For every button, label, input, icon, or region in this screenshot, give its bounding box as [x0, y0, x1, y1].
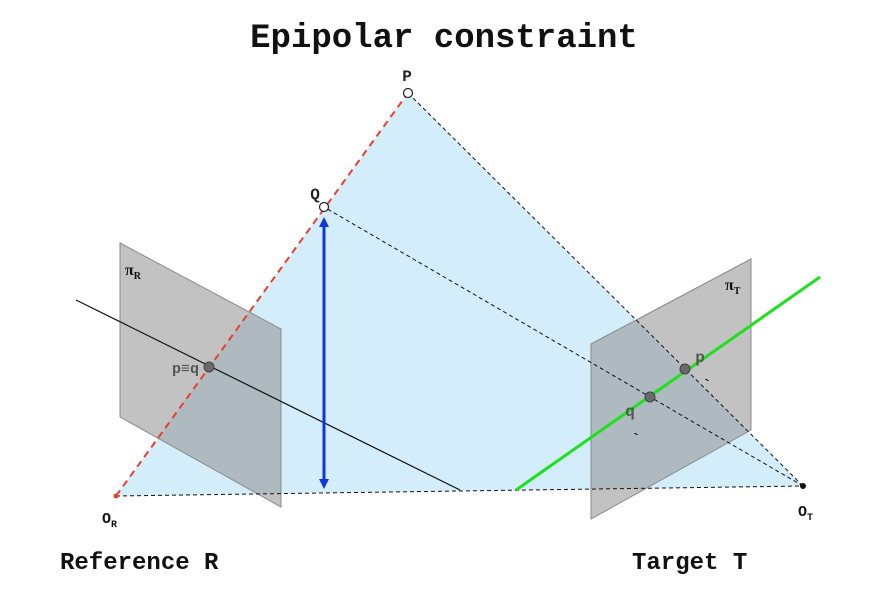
ray-OT-Q	[323, 206, 804, 487]
label-q-prime: q	[625, 403, 635, 421]
reference-image-plane	[119, 242, 282, 508]
label-pi-R: πR	[125, 262, 142, 282]
epipolar-line	[515, 275, 821, 492]
baseline	[115, 485, 804, 497]
label-OR-main: O	[102, 511, 111, 528]
diagram-title: Epipolar constraint	[250, 20, 638, 58]
ray-OT-P	[407, 92, 804, 487]
reference-line	[75, 299, 461, 491]
label-OT: OT	[798, 504, 813, 524]
label-OR-sub: R	[111, 520, 117, 531]
point-p-prime	[679, 363, 691, 375]
point-Q	[318, 201, 330, 213]
label-OT-main: O	[798, 504, 807, 521]
point-pq	[203, 361, 215, 373]
label-OR: OR	[102, 511, 117, 531]
label-pi-R-symbol: π	[125, 262, 134, 279]
point-OR	[113, 493, 119, 499]
point-P	[402, 87, 414, 99]
caption-reference: Reference R	[60, 550, 219, 577]
label-P: P	[402, 68, 412, 86]
target-image-plane	[590, 258, 752, 520]
label-pi-T-symbol: π	[725, 277, 734, 294]
point-q-prime	[644, 391, 656, 403]
point-OT	[800, 483, 806, 489]
label-pq: p≡q	[172, 361, 199, 378]
label-q-prime-mark: `	[631, 431, 641, 449]
label-p-prime: p	[695, 349, 705, 367]
label-p-prime-mark: `	[702, 377, 712, 395]
caption-target: Target T	[632, 550, 747, 577]
label-Q: Q	[310, 186, 320, 204]
label-pi-R-sub: R	[134, 271, 142, 282]
label-pi-T: πT	[725, 277, 741, 297]
label-pi-T-sub: T	[734, 286, 741, 297]
label-OT-sub: T	[807, 513, 813, 524]
optical-ray	[115, 92, 409, 497]
